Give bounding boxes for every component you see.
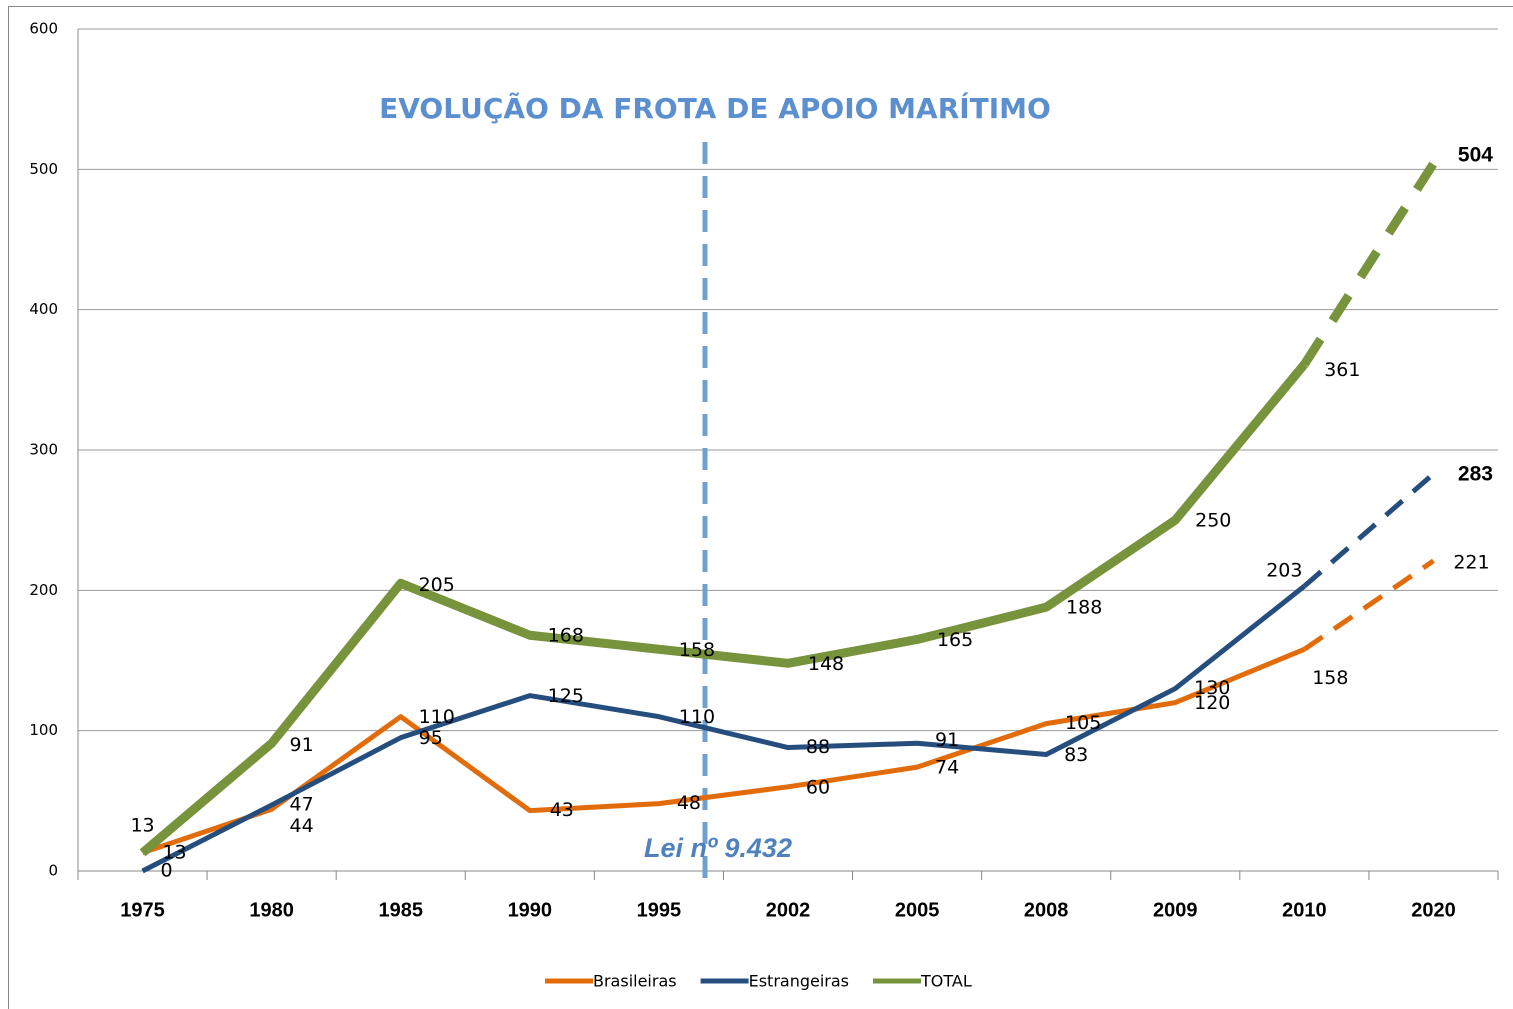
legend-label: Estrangeiras <box>749 972 849 991</box>
data-label: 48 <box>677 792 701 814</box>
legend-label: Brasileiras <box>593 972 677 991</box>
data-label: 110 <box>679 706 715 728</box>
x-tick-label: 1975 <box>120 899 165 921</box>
projection-line <box>1302 558 1435 652</box>
data-label: 158 <box>679 639 715 661</box>
chart-border <box>8 6 1513 1009</box>
x-tick-label: 1980 <box>249 899 294 921</box>
y-tick-label: 0 <box>48 862 58 880</box>
data-label: 74 <box>935 757 959 779</box>
y-tick-label: 100 <box>29 721 58 739</box>
x-tick-label: 2020 <box>1411 899 1456 921</box>
series-line <box>141 646 1306 856</box>
data-label: 168 <box>548 625 584 647</box>
data-label: 148 <box>808 653 844 675</box>
data-label: 60 <box>806 776 830 798</box>
data-label: 250 <box>1195 510 1231 532</box>
chart-title: EVOLUÇÃO DA FROTA DE APOIO MARÍTIMO <box>379 91 1051 125</box>
data-label: 83 <box>1064 744 1088 766</box>
y-tick-label: 200 <box>29 581 58 599</box>
x-tick-label: 1985 <box>378 899 423 921</box>
data-label: 504 <box>1458 143 1493 166</box>
y-tick-label: 400 <box>29 300 58 318</box>
legend-label: TOTAL <box>920 972 972 991</box>
data-label: 188 <box>1066 597 1102 619</box>
data-label: 158 <box>1312 667 1348 689</box>
data-label: 13 <box>162 841 186 863</box>
data-label: 110 <box>419 706 455 728</box>
data-label: 88 <box>806 736 830 758</box>
x-tick-label: 2009 <box>1153 899 1198 921</box>
x-tick-label: 1990 <box>508 899 553 921</box>
x-tick-label: 2002 <box>766 899 811 921</box>
data-label: 91 <box>290 734 314 756</box>
x-tick-label: 2010 <box>1282 899 1327 921</box>
x-tick-label: 2008 <box>1024 899 1069 921</box>
data-label: 165 <box>937 629 973 651</box>
projection-line <box>1302 471 1436 589</box>
x-tick-label: 1995 <box>637 899 682 921</box>
data-label: 130 <box>1194 677 1230 699</box>
data-label: 283 <box>1458 462 1493 485</box>
data-label: 44 <box>290 815 314 837</box>
y-tick-label: 300 <box>29 441 58 459</box>
data-label: 91 <box>935 729 959 751</box>
data-label: 43 <box>550 799 574 821</box>
y-tick-label: 500 <box>29 160 58 178</box>
data-label: 120 <box>1194 692 1230 714</box>
series-line <box>139 361 1308 857</box>
data-label: 125 <box>548 685 584 707</box>
data-label: 105 <box>1065 712 1101 734</box>
data-label: 95 <box>419 727 443 749</box>
data-label: 13 <box>130 814 154 836</box>
y-tick-label: 600 <box>29 20 58 38</box>
series-line <box>141 584 1306 874</box>
data-label: 221 <box>1453 551 1489 573</box>
data-label: 203 <box>1266 560 1302 582</box>
projection-line <box>1300 161 1438 367</box>
annotation: Lei nº 9.432 <box>644 833 792 863</box>
data-label: 361 <box>1324 359 1360 381</box>
data-label: 0 <box>160 860 172 882</box>
data-label: 205 <box>419 574 455 596</box>
x-tick-label: 2005 <box>895 899 940 921</box>
data-label: 47 <box>290 794 314 816</box>
